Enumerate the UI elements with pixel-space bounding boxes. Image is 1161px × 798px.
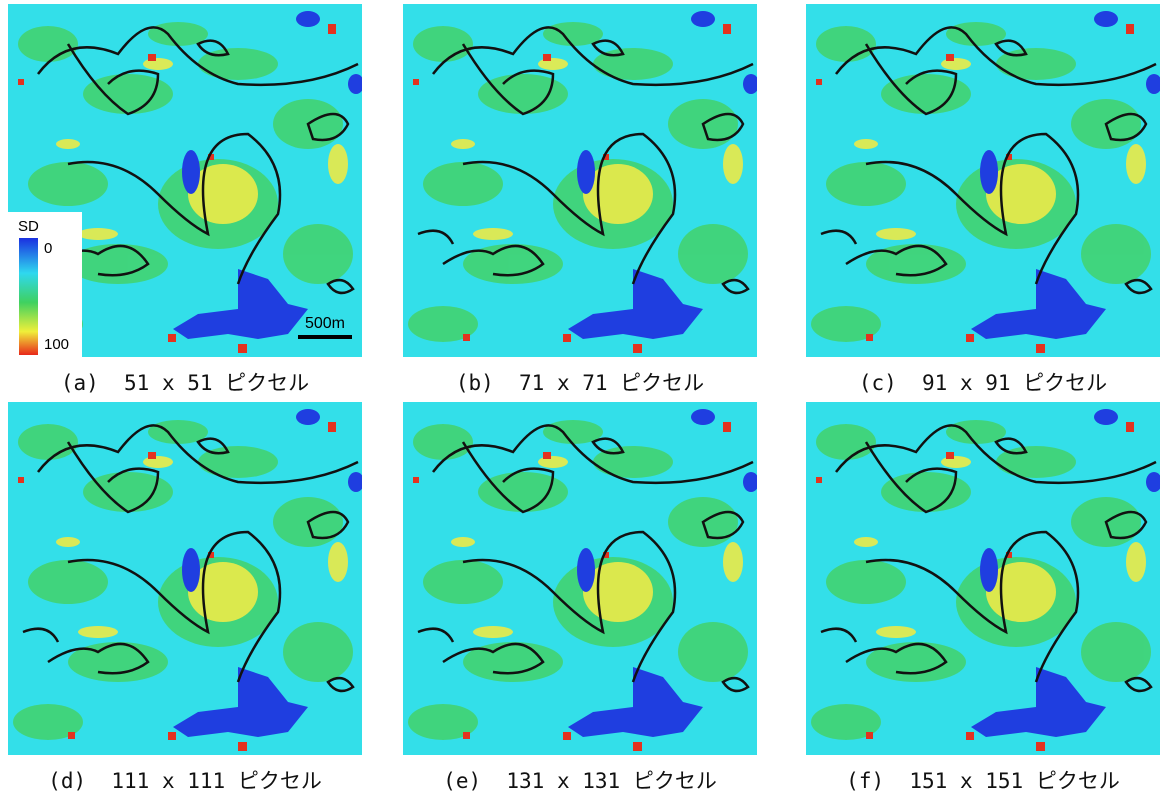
scale-bar: 500m: [298, 315, 352, 339]
color-bar: [19, 238, 38, 355]
panel-caption: (c) 91 x 91 ピクセル: [783, 367, 1161, 397]
map-image: [403, 402, 757, 755]
map-panel: [403, 402, 757, 755]
legend-title: SD: [18, 218, 39, 235]
panel-caption: (b) 71 x 71 ピクセル: [380, 367, 780, 397]
scale-label: 500m: [298, 315, 352, 333]
map-image: [403, 4, 757, 357]
panel-caption: (f) 151 x 151 ピクセル: [783, 765, 1161, 795]
map-image: [806, 402, 1160, 755]
panel-caption: (a) 51 x 51 ピクセル: [0, 367, 385, 397]
map-panel: [806, 4, 1160, 357]
map-panel: [806, 402, 1160, 755]
map-panel: [403, 4, 757, 357]
panel-caption: (e) 131 x 131 ピクセル: [380, 765, 780, 795]
map-image: [806, 4, 1160, 357]
legend-label: 0: [44, 240, 52, 257]
scale-line: [298, 335, 352, 339]
map-image: [8, 402, 362, 755]
map-panel: [8, 402, 362, 755]
panel-caption: (d) 111 x 111 ピクセル: [0, 765, 385, 795]
figure: (a) 51 x 51 ピクセル SD 0 100 500m (b) 71 x 71 ピク…: [0, 0, 1161, 798]
legend: SD 0 100: [8, 212, 82, 357]
legend-label: 100: [44, 336, 69, 353]
